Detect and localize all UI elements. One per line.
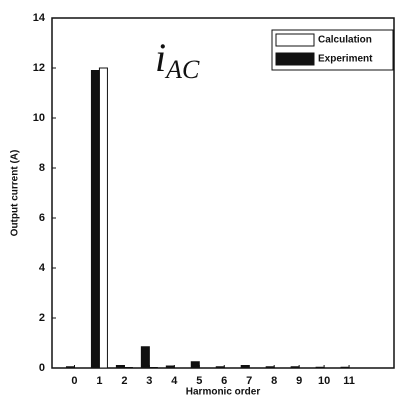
bar <box>148 367 158 369</box>
x-tick-label: 0 <box>71 375 77 387</box>
x-tick-label: 8 <box>271 375 277 387</box>
x-tick-label: 11 <box>343 375 355 387</box>
y-tick-label: 2 <box>39 312 45 324</box>
bar <box>90 70 100 369</box>
y-axis-label: Output current (A) <box>10 150 21 237</box>
bar <box>240 365 250 369</box>
legend-swatch <box>275 33 315 47</box>
x-tick-label: 4 <box>171 375 178 387</box>
x-tick-label: 9 <box>296 375 302 387</box>
bar <box>65 366 75 369</box>
bar <box>123 367 133 369</box>
y-tick-label: 12 <box>33 62 45 74</box>
bar <box>340 366 350 369</box>
legend-swatch <box>275 52 315 66</box>
bar <box>140 346 150 369</box>
x-tick-label: 2 <box>121 375 127 387</box>
annotation: iAC <box>155 35 200 84</box>
bar <box>190 361 200 369</box>
bar <box>115 365 125 369</box>
x-tick-label: 1 <box>96 375 102 387</box>
annotation-main: i <box>155 35 166 80</box>
x-tick-label: 6 <box>221 375 227 387</box>
y-tick-label: 8 <box>39 162 45 174</box>
bar <box>215 366 225 369</box>
legend-label: Experiment <box>318 54 373 65</box>
y-tick-label: 6 <box>39 212 45 224</box>
bar <box>290 366 300 369</box>
legend-label: Calculation <box>318 35 372 46</box>
annotation-sub: AC <box>164 55 200 84</box>
y-tick-label: 0 <box>39 362 45 374</box>
y-tick-label: 10 <box>33 112 45 124</box>
x-axis-label: Harmonic order <box>186 387 261 398</box>
x-tick-label: 3 <box>146 375 152 387</box>
bar <box>315 366 325 369</box>
x-tick-label: 5 <box>196 375 202 387</box>
x-tick-label: 10 <box>318 375 330 387</box>
bar <box>165 365 175 369</box>
bar <box>265 366 275 369</box>
x-tick-label: 7 <box>246 375 252 387</box>
y-tick-label: 4 <box>39 262 46 274</box>
y-tick-label: 14 <box>33 12 46 24</box>
bar <box>98 67 108 369</box>
